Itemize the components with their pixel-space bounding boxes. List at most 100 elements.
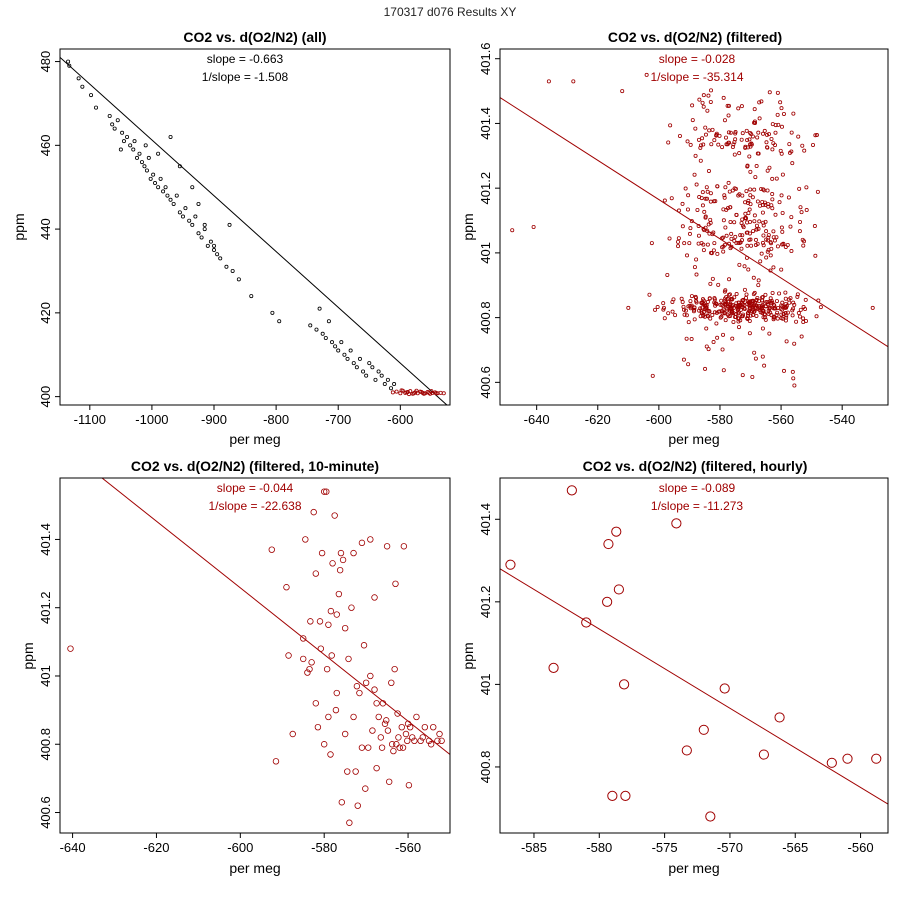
data-point <box>183 206 188 211</box>
x-tick-label: -900 <box>201 412 227 427</box>
data-point <box>399 388 404 393</box>
data-point <box>764 255 769 260</box>
data-point <box>715 184 720 189</box>
data-point <box>317 306 322 311</box>
data-point <box>707 231 712 236</box>
data-point <box>712 138 717 143</box>
data-point <box>666 140 671 145</box>
data-point <box>331 512 338 519</box>
data-point <box>734 241 739 246</box>
data-point <box>351 361 356 366</box>
data-point <box>682 312 687 317</box>
data-point <box>607 790 618 801</box>
data-point <box>729 310 734 315</box>
data-point <box>406 723 414 731</box>
y-tick-label: 401 <box>478 242 493 264</box>
data-point <box>739 104 744 109</box>
data-point <box>375 713 382 721</box>
data-point <box>725 103 730 108</box>
data-point <box>727 277 732 282</box>
fit-line <box>500 97 888 348</box>
data-point <box>653 307 658 312</box>
data-point <box>680 300 685 305</box>
data-point <box>704 305 709 310</box>
data-point <box>394 389 399 394</box>
data-point <box>686 362 691 367</box>
data-point <box>727 140 732 145</box>
data-point <box>705 242 710 247</box>
data-point <box>773 130 778 135</box>
data-point <box>716 142 721 147</box>
data-point <box>566 485 577 496</box>
y-tick-label: 440 <box>38 218 53 240</box>
data-point <box>794 319 799 324</box>
data-point <box>748 169 753 174</box>
data-point <box>737 262 742 267</box>
data-point <box>745 164 750 169</box>
x-tick-label: -560 <box>848 840 874 855</box>
data-point <box>350 713 357 721</box>
data-point <box>763 317 768 322</box>
data-point <box>698 143 703 148</box>
y-tick-label: 400.8 <box>478 301 493 334</box>
data-point <box>94 105 99 110</box>
y-tick-label: 401 <box>478 674 493 696</box>
data-point <box>752 119 757 124</box>
data-point <box>602 596 613 607</box>
data-point <box>774 712 785 723</box>
data-point <box>358 539 366 547</box>
data-point <box>720 235 725 240</box>
data-point <box>781 368 786 373</box>
data-point <box>692 317 697 322</box>
data-point <box>333 344 338 349</box>
data-point <box>367 536 374 543</box>
data-point <box>395 734 402 741</box>
data-point <box>728 304 733 309</box>
data-point <box>816 298 821 303</box>
data-point <box>775 310 780 315</box>
data-point <box>161 189 166 194</box>
data-point <box>778 100 783 105</box>
data-point <box>779 106 784 111</box>
data-point <box>409 734 416 741</box>
data-point <box>784 305 789 310</box>
data-point <box>757 306 762 311</box>
data-point <box>352 768 359 775</box>
data-point <box>369 727 376 734</box>
data-point <box>66 59 71 64</box>
data-point <box>686 304 691 309</box>
data-point <box>780 242 785 247</box>
data-point <box>747 331 752 336</box>
data-point <box>613 584 624 595</box>
data-point <box>379 373 384 378</box>
x-axis: -640 -620 -600 -580 -560 <box>60 833 421 855</box>
data-point <box>384 727 392 734</box>
data-point <box>168 134 173 139</box>
data-point <box>357 356 362 361</box>
x-tick-label: -560 <box>395 840 421 855</box>
data-point <box>728 130 733 135</box>
data-point <box>731 319 736 324</box>
data-point <box>703 214 708 219</box>
data-point <box>76 76 81 81</box>
y-axis-label: ppm <box>11 213 27 240</box>
slope-annotation: slope = -0.028 <box>659 52 736 66</box>
data-point <box>120 130 125 135</box>
x-tick-label: -580 <box>311 840 337 855</box>
data-point <box>768 296 773 301</box>
data-point <box>701 93 706 98</box>
data-point <box>785 243 790 248</box>
data-point <box>726 103 731 108</box>
data-point <box>693 126 698 131</box>
data-point <box>749 243 754 248</box>
x-tick-label: -700 <box>325 412 351 427</box>
data-point <box>333 611 340 618</box>
data-point <box>405 782 413 789</box>
data-point <box>698 158 703 163</box>
data-point <box>670 299 675 304</box>
data-point <box>749 132 754 137</box>
data-point <box>304 669 311 676</box>
data-point <box>725 206 730 211</box>
data-point <box>316 618 324 625</box>
data-point <box>789 249 794 254</box>
